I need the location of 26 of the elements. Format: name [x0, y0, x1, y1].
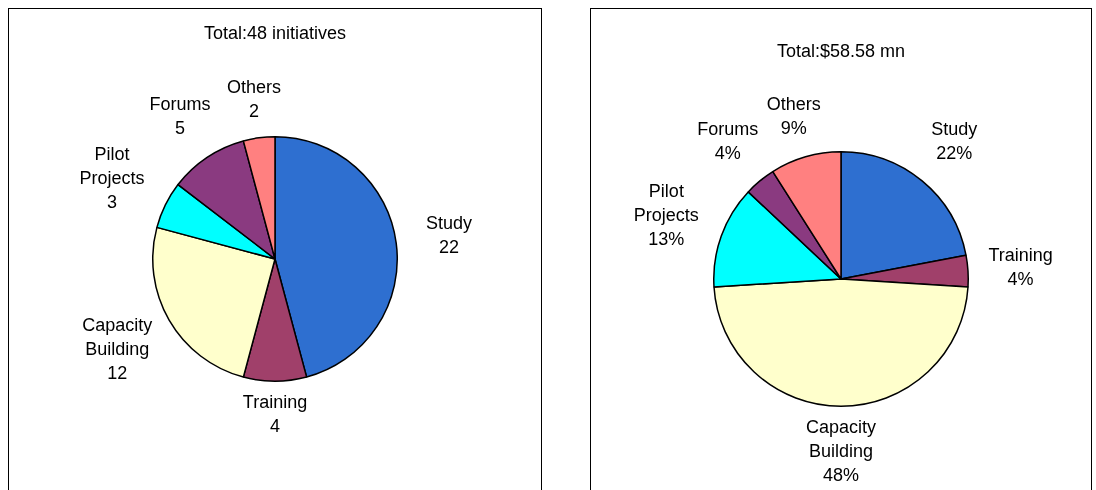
data-label: 9%	[780, 117, 807, 138]
data-label: 22	[439, 237, 460, 258]
data-label: 2	[249, 101, 260, 122]
data-label: 12	[107, 363, 128, 384]
slice-label: Training	[242, 392, 308, 413]
data-label: 13%	[648, 229, 685, 250]
data-label: 4%	[1007, 268, 1034, 289]
slice-label: Training	[988, 244, 1053, 265]
chart-title: Total:48 initiatives	[202, 23, 348, 44]
data-label: 4%	[714, 143, 741, 164]
slice-label: Others	[766, 93, 821, 114]
slice-label: Pilot Projects	[79, 143, 145, 188]
slice-label: Forums	[697, 119, 759, 140]
data-label: 4	[269, 416, 281, 437]
slice-label: Capacity Building	[805, 417, 877, 462]
data-label: 3	[106, 191, 117, 212]
data-label: 48%	[822, 465, 860, 486]
slice-label: Capacity Building	[82, 315, 153, 360]
data-label: 22%	[936, 143, 973, 164]
slice-label: Study	[426, 213, 473, 234]
slice-label: Study	[931, 119, 978, 140]
slice-label: Others	[227, 77, 282, 98]
chart-title: Total:$58.58 mn	[775, 41, 907, 62]
data-label: 5	[175, 117, 186, 138]
slice-label: Forums	[149, 93, 211, 114]
slice-label: Pilot Projects	[633, 181, 699, 226]
